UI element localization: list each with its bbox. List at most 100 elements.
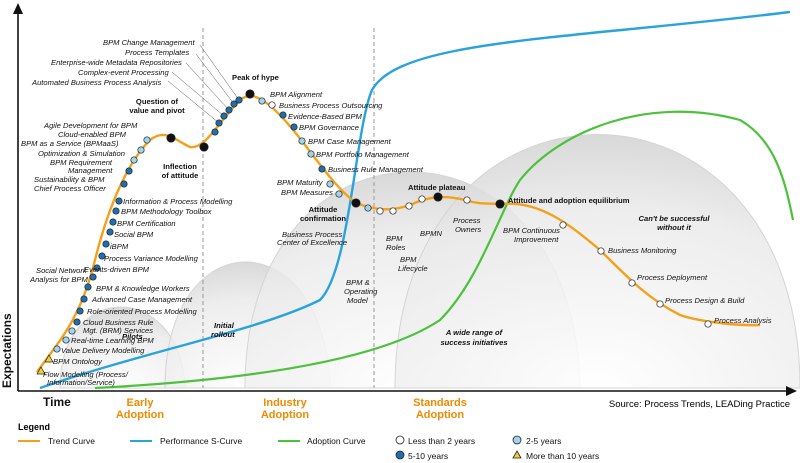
legend-lt2-label: Less than 2 years xyxy=(408,436,475,446)
label-bpm-requirement: BPM Requirement xyxy=(50,158,113,167)
legend: Legend Trend Curve Performance S-Curve A… xyxy=(18,422,599,461)
label-center-of-excellence: Business Process xyxy=(282,230,343,239)
legend-lt2-marker xyxy=(395,435,405,445)
milestone-peak-dot xyxy=(245,89,255,99)
marker-2to5 xyxy=(258,97,266,105)
x-axis-label: Time xyxy=(43,395,71,409)
label-social-network-2: Analysis for BPM xyxy=(29,275,88,284)
y-axis-label: Expectations xyxy=(0,313,14,388)
label-complex-event: Complex-event Processing xyxy=(78,68,170,77)
region-cant-l2: without it xyxy=(657,223,691,232)
region-initial-l1: Initial xyxy=(214,321,235,330)
marker-5to10 xyxy=(109,218,117,226)
label-process-variance: Process Variance Modelling xyxy=(104,254,199,263)
phase-early-l2: Adoption xyxy=(116,409,165,421)
label-process-analysis: Process Analysis xyxy=(714,316,772,325)
marker-lt2 xyxy=(463,196,471,204)
trend-markers xyxy=(36,89,712,375)
region-range-l2: success initiatives xyxy=(440,338,507,347)
marker-lt2 xyxy=(704,320,712,328)
marker-5to10 xyxy=(120,180,128,188)
marker-5to10 xyxy=(106,228,114,236)
marker-lt2 xyxy=(656,300,664,308)
label-information-process: Information & Process Modelling xyxy=(123,197,233,206)
label-bpm-governance: BPM Governance xyxy=(299,123,359,132)
gt10-marker xyxy=(44,354,54,363)
phase-industry-l2: Adoption xyxy=(261,409,310,421)
label-cloud-enabled: Cloud-enabled BPM xyxy=(58,130,127,139)
label-social-bpm: Social BPM xyxy=(114,230,154,239)
region-initial-l2: rollout xyxy=(211,330,235,339)
marker-5to10 xyxy=(93,264,101,272)
label-center-of-excellence-2: Center of Excellence xyxy=(277,238,347,247)
label-metadata-repositories: Enterprise-wide Metadata Repositories xyxy=(51,58,182,67)
legend-adoption-label: Adoption Curve xyxy=(307,436,366,446)
label-role-oriented: Role-oriented Process Modelling xyxy=(87,307,198,316)
marker-lt2 xyxy=(597,247,605,255)
label-social-network: Social Network xyxy=(36,266,88,275)
milestone-peak: Peak of hype xyxy=(232,73,279,82)
label-bpm-certification: BPM Certification xyxy=(117,219,176,228)
legend-gt10-marker xyxy=(512,450,522,459)
gt10-marker xyxy=(36,366,46,375)
label-bpm-lifecycle-2: Lifecycle xyxy=(398,264,428,273)
label-methodology-toolbox: BPM Methodology Toolbox xyxy=(121,207,213,216)
label-bpm-roles-2: Roles xyxy=(386,243,406,252)
marker-5to10 xyxy=(125,167,133,175)
label-bpm-maturity: BPM Maturity xyxy=(277,178,324,187)
legend-2to5-label: 2-5 years xyxy=(526,436,561,446)
marker-5to10 xyxy=(76,307,84,315)
milestone-equilibrium: Attitude and adoption equilibrium xyxy=(508,196,630,205)
marker-2to5 xyxy=(137,146,145,154)
marker-5to10 xyxy=(102,240,110,248)
region-cant-l1: Can't be successful xyxy=(638,214,710,223)
marker-2to5 xyxy=(307,150,315,158)
legend-trend-label: Trend Curve xyxy=(48,436,95,446)
label-portfolio-management: BPM Portfolio Management xyxy=(316,150,410,159)
phase-early-l1: Early xyxy=(127,397,155,409)
label-process-owners-2: Owners xyxy=(455,225,481,234)
label-value-delivery: Value Delivery Modelling xyxy=(61,346,145,355)
label-operating-model: BPM & xyxy=(346,278,370,287)
legend-5to10-marker xyxy=(395,450,405,460)
marker-lt2 xyxy=(628,279,636,287)
marker-5to10 xyxy=(89,273,97,281)
label-bpm-lifecycle: BPM xyxy=(400,255,417,264)
marker-2to5 xyxy=(130,156,138,164)
label-bpmn: BPMN xyxy=(420,229,442,238)
label-events-driven: Events-driven BPM xyxy=(84,265,150,274)
milestone-confirmation-dot xyxy=(351,198,361,208)
marker-2to5 xyxy=(68,327,76,335)
region-pilots: Pilots xyxy=(122,332,143,341)
marker-2to5 xyxy=(364,204,372,212)
label-bpm-ontology: BPM Ontology xyxy=(53,357,103,366)
marker-2to5 xyxy=(298,137,306,145)
marker-lt2 xyxy=(268,101,276,109)
label-sustainability: Sustainability & BPM xyxy=(34,175,105,184)
label-bpm-measures: BPM Measures xyxy=(281,188,333,197)
marker-5to10 xyxy=(318,165,326,173)
marker-5to10 xyxy=(115,197,123,205)
label-process-deployment: Process Deployment xyxy=(637,273,708,282)
label-advanced-case: Advanced Case Management xyxy=(91,295,193,304)
label-flow-modelling: Flow Modelling (Process/ xyxy=(43,370,129,379)
performance-s-curve xyxy=(39,10,791,390)
label-process-templates: Process Templates xyxy=(125,48,189,57)
marker-lt2 xyxy=(376,207,384,215)
label-cloud-brm-2: Mgt. (BRM) Services xyxy=(83,326,153,335)
milestone-plateau-dot xyxy=(433,192,443,202)
marker-5to10 xyxy=(73,318,81,326)
label-automated-analysis: Automated Business Process Analysis xyxy=(31,78,161,87)
label-continuous-improvement: BPM Continuous xyxy=(503,226,560,235)
left-technology-labels: Flow Modelling (Process/ Information/Ser… xyxy=(21,38,233,387)
label-cloud-brm: Cloud Business Rule xyxy=(83,318,154,327)
label-bpmaas: BPM as a Service (BPMaaS) xyxy=(21,139,119,148)
source-note: Source: Process Trends, LEADing Practice xyxy=(609,399,790,410)
phase-standards-l2: Adoption xyxy=(416,409,465,421)
milestone-question-l2: value and pivot xyxy=(129,106,185,115)
marker-2to5 xyxy=(326,180,334,188)
phase-industry-l1: Industry xyxy=(263,397,307,409)
label-change-management: BPM Change Management xyxy=(103,38,195,47)
phase-labels: Early Adoption Industry Adoption Standar… xyxy=(116,397,467,421)
